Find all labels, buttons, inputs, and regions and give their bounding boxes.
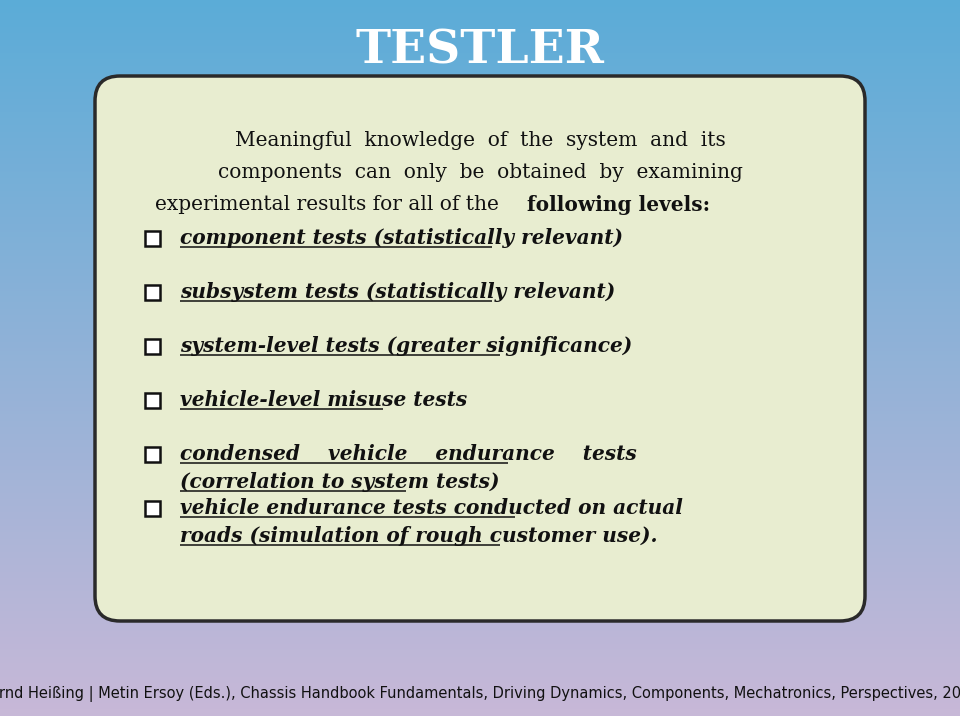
Text: vehicle-level misuse tests: vehicle-level misuse tests (180, 390, 468, 410)
Text: condensed    vehicle    endurance    tests: condensed vehicle endurance tests (180, 444, 636, 464)
Text: experimental results for all of the: experimental results for all of the (155, 195, 505, 215)
Text: components  can  only  be  obtained  by  examining: components can only be obtained by exami… (218, 163, 742, 183)
Text: following levels:: following levels: (527, 195, 710, 215)
Bar (145, 393, 160, 408)
Bar (145, 501, 160, 516)
Text: (correlation to system tests): (correlation to system tests) (180, 472, 499, 492)
Bar (145, 447, 160, 462)
Bar (145, 285, 160, 300)
Bar (145, 231, 160, 246)
Text: component tests (statistically relevant): component tests (statistically relevant) (180, 228, 623, 248)
Bar (145, 339, 160, 354)
Text: TESTLER: TESTLER (355, 28, 605, 74)
Text: Meaningful  knowledge  of  the  system  and  its: Meaningful knowledge of the system and i… (234, 132, 726, 150)
Text: system-level tests (greater significance): system-level tests (greater significance… (180, 336, 633, 356)
Text: Bernd Heißing | Metin Ersoy (Eds.), Chassis Handbook Fundamentals, Driving Dynam: Bernd Heißing | Metin Ersoy (Eds.), Chas… (0, 686, 960, 702)
FancyBboxPatch shape (95, 76, 865, 621)
Text: vehicle endurance tests conducted on actual: vehicle endurance tests conducted on act… (180, 498, 683, 518)
Text: roads (simulation of rough customer use).: roads (simulation of rough customer use)… (180, 526, 658, 546)
Text: subsystem tests (statistically relevant): subsystem tests (statistically relevant) (180, 282, 615, 302)
